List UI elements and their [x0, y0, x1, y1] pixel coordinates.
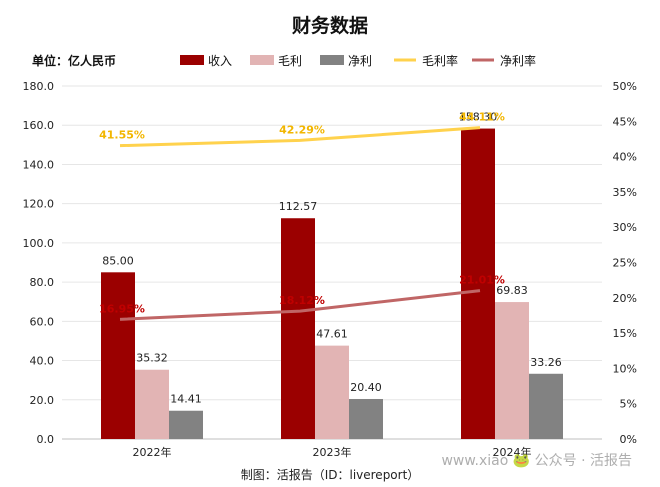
bar-value-label: 47.61 [316, 328, 348, 341]
y-left-tick-label: 140.0 [23, 158, 55, 171]
y-right-tick-label: 15% [613, 327, 637, 340]
y-right-tick-label: 25% [613, 257, 637, 270]
y-right-tick-label: 0% [620, 433, 637, 446]
y-right-tick-label: 30% [613, 221, 637, 234]
bars: 85.00 112.57 158.30 35.32 47.61 69.83 14.41 20.… [101, 111, 563, 440]
rate-lines: 41.55% 42.29% 44.11% 16.95% 18.12% 21.01% [99, 111, 505, 321]
legend-label: 净利率 [500, 53, 536, 68]
legend-label: 毛利率 [422, 53, 458, 68]
bar-value-label: 85.00 [102, 254, 134, 267]
legend-swatch [180, 55, 204, 65]
y-left-tick-label: 0.0 [37, 433, 55, 446]
y-left-tick-label: 60.0 [30, 315, 55, 328]
x-tick-label: 2024年 [493, 445, 532, 459]
unit-label: 单位：亿人民币 [32, 53, 116, 68]
rate-value-label: 42.29% [279, 123, 325, 136]
legend: 收入 毛利 净利 毛利率 净利率 [180, 53, 536, 68]
bar-净利 [349, 398, 383, 439]
y-right-tick-label: 50% [613, 80, 637, 93]
bar-value-label: 33.26 [530, 356, 562, 369]
bar-净利 [529, 373, 563, 439]
y-right-tick-label: 5% [620, 398, 637, 411]
legend-swatch [320, 55, 344, 65]
legend-label: 毛利 [278, 54, 302, 68]
bar-value-label: 69.83 [496, 284, 528, 297]
y-right-tick-label: 45% [613, 115, 637, 128]
y-left-tick-label: 120.0 [23, 198, 55, 211]
rate-value-label: 16.95% [99, 302, 145, 315]
bar-value-label: 112.57 [279, 200, 318, 213]
y-left-tick-label: 100.0 [23, 237, 55, 250]
y-left-tick-label: 40.0 [30, 355, 55, 368]
y-left-tick-label: 80.0 [30, 276, 55, 289]
watermark: www.xiao 🐸 公众号 · 活报告 [441, 453, 632, 469]
legend-label: 收入 [208, 54, 232, 68]
line-净利率 [119, 289, 481, 321]
rate-value-label: 18.12% [279, 294, 325, 307]
x-tick-label: 2023年 [313, 445, 352, 459]
y-left-tick-label: 20.0 [30, 394, 55, 407]
bar-value-label: 158.30 [459, 111, 498, 124]
y-left-tick-label: 160.0 [23, 119, 55, 132]
bar-value-label: 20.40 [350, 381, 382, 394]
y-right-tick-label: 40% [613, 151, 637, 164]
legend-swatch [250, 55, 274, 65]
rate-value-label: 44.11% [459, 111, 505, 124]
right-y-axis: 0% 5% 10% 15% 20% 25% 30% 35% 40% 45% 50% [613, 80, 637, 446]
bar-净利 [169, 410, 203, 439]
line-毛利率 [119, 126, 481, 148]
bar-毛利 [495, 302, 529, 439]
bar-收入 [281, 218, 315, 439]
bar-毛利 [135, 369, 169, 439]
x-tick-label: 2022年 [133, 445, 172, 459]
chart-title: 财务数据 [292, 14, 368, 37]
bar-value-label: 14.41 [170, 393, 202, 406]
bar-收入 [101, 272, 135, 439]
y-right-tick-label: 20% [613, 292, 637, 305]
bar-毛利 [315, 345, 349, 439]
bar-收入 [461, 128, 495, 440]
rate-value-label: 21.01% [459, 274, 505, 287]
bar-value-label: 35.32 [136, 352, 168, 365]
x-axis: 2022年 2023年 2024年 [133, 445, 532, 459]
y-right-tick-label: 10% [613, 362, 637, 375]
y-right-tick-label: 35% [613, 186, 637, 199]
y-left-tick-label: 180.0 [23, 80, 55, 93]
left-y-axis: 0.0 20.0 40.0 60.0 80.0 100.0 120.0 140.0 160.0 1… [23, 80, 55, 446]
footer-credit: 制图：活报告（ID：livereport） [241, 467, 420, 482]
legend-label: 净利 [348, 54, 372, 68]
rate-value-label: 41.55% [99, 129, 145, 142]
